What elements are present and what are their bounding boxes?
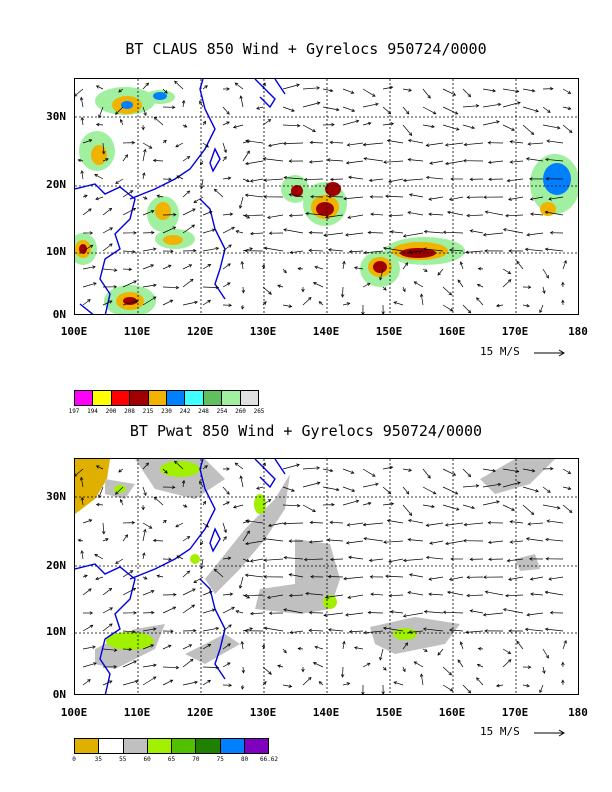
legend-swatch	[167, 391, 186, 405]
legend-swatch	[99, 739, 124, 753]
pwat-map-panel	[74, 458, 579, 695]
legend-tick: 70	[192, 756, 200, 763]
legend-swatch	[203, 391, 223, 405]
lat-label: 0N	[52, 688, 66, 701]
claus-map-panel	[74, 78, 579, 315]
lon-label: 110E	[123, 325, 151, 338]
panel1-title: BT CLAUS 850 Wind + Gyrelocs 950724/0000	[125, 40, 487, 58]
lon-label: 170E	[501, 325, 529, 338]
legend-tick: 215	[142, 408, 154, 415]
legend-swatch	[220, 739, 245, 753]
ref-vector-arrow	[534, 729, 565, 737]
legend-tick: 230	[161, 408, 172, 415]
wind-vectors	[75, 460, 573, 694]
claus-legend	[74, 390, 259, 406]
pwat-map-svg	[75, 459, 578, 694]
lon-label: 140E	[312, 325, 340, 338]
legend-swatch	[148, 391, 168, 405]
lon-label: 130E	[249, 325, 277, 338]
cloud-patches	[75, 87, 578, 314]
claus-legend-ticks: 197 194 200 208 215 230 242 248 254 260 265	[64, 408, 265, 416]
legend-tick: 208	[124, 408, 135, 415]
legend-swatch	[172, 739, 197, 753]
legend-tick: 242	[179, 408, 191, 415]
legend-swatch	[123, 739, 148, 753]
legend-swatch	[93, 391, 112, 405]
pwat-legend	[74, 738, 269, 754]
lon-label: 160E	[438, 325, 466, 338]
legend-swatch	[147, 739, 172, 753]
lon-label: 120E	[186, 706, 214, 719]
legend-tick: 260	[235, 408, 246, 415]
legend-tick: 0	[72, 756, 76, 763]
lon-label: 180	[568, 325, 588, 338]
lat-label: 30N	[46, 110, 66, 123]
legend-swatch	[240, 391, 259, 405]
legend-tick: 75	[216, 756, 224, 763]
legend-tick: 248	[198, 408, 209, 415]
lon-label: 140E	[312, 706, 340, 719]
legend-swatch	[75, 739, 100, 753]
lon-label: 150E	[375, 325, 403, 338]
legend-tick: 254	[216, 408, 228, 415]
lon-label: 120E	[186, 325, 214, 338]
lat-label: 10N	[46, 245, 66, 258]
panel2-title: BT Pwat 850 Wind + Gyrelocs 950724/0000	[129, 422, 483, 440]
lon-label: 100E	[60, 325, 88, 338]
ref-vector-label: 15 M/S	[480, 345, 520, 358]
legend-swatch	[244, 739, 268, 753]
legend-swatch	[222, 391, 241, 405]
legend-tick: 60	[143, 756, 151, 763]
legend-tick: 66.62	[259, 756, 279, 763]
legend-tick: 200	[105, 408, 117, 415]
pwat-patches	[75, 459, 555, 669]
legend-swatch	[75, 391, 94, 405]
legend-swatch	[130, 391, 149, 405]
pwat-legend-ticks: 0 35 55 60 65 70 75 80 66.62	[64, 756, 278, 764]
lon-label: 130E	[249, 706, 277, 719]
legend-tick: 80	[241, 756, 249, 763]
legend-tick: 35	[94, 756, 102, 763]
lon-label: 110E	[123, 706, 151, 719]
lat-label: 20N	[46, 178, 66, 191]
lat-label: 0N	[52, 308, 66, 321]
lon-label: 150E	[375, 706, 403, 719]
lat-label: 30N	[46, 490, 66, 503]
legend-tick: 55	[119, 756, 127, 763]
ref-vector-label: 15 M/S	[480, 725, 520, 738]
legend-swatch	[196, 739, 221, 753]
coastlines	[75, 459, 286, 694]
lat-label: 20N	[46, 559, 66, 572]
lon-label: 160E	[438, 706, 466, 719]
graticule	[75, 79, 578, 314]
legend-tick: 194	[87, 408, 98, 415]
legend-swatch	[185, 391, 204, 405]
lon-label: 100E	[60, 706, 88, 719]
claus-map-svg	[75, 79, 578, 314]
legend-tick: 197	[68, 408, 80, 415]
lat-label: 10N	[46, 625, 66, 638]
ref-vector-arrow	[534, 349, 565, 357]
graticule	[75, 459, 578, 694]
legend-tick: 265	[253, 408, 265, 415]
lon-label: 170E	[501, 706, 529, 719]
coastlines	[75, 79, 286, 314]
legend-tick: 65	[167, 756, 176, 763]
legend-swatch	[111, 391, 131, 405]
lon-label: 180	[568, 706, 588, 719]
wind-vectors	[75, 80, 573, 314]
